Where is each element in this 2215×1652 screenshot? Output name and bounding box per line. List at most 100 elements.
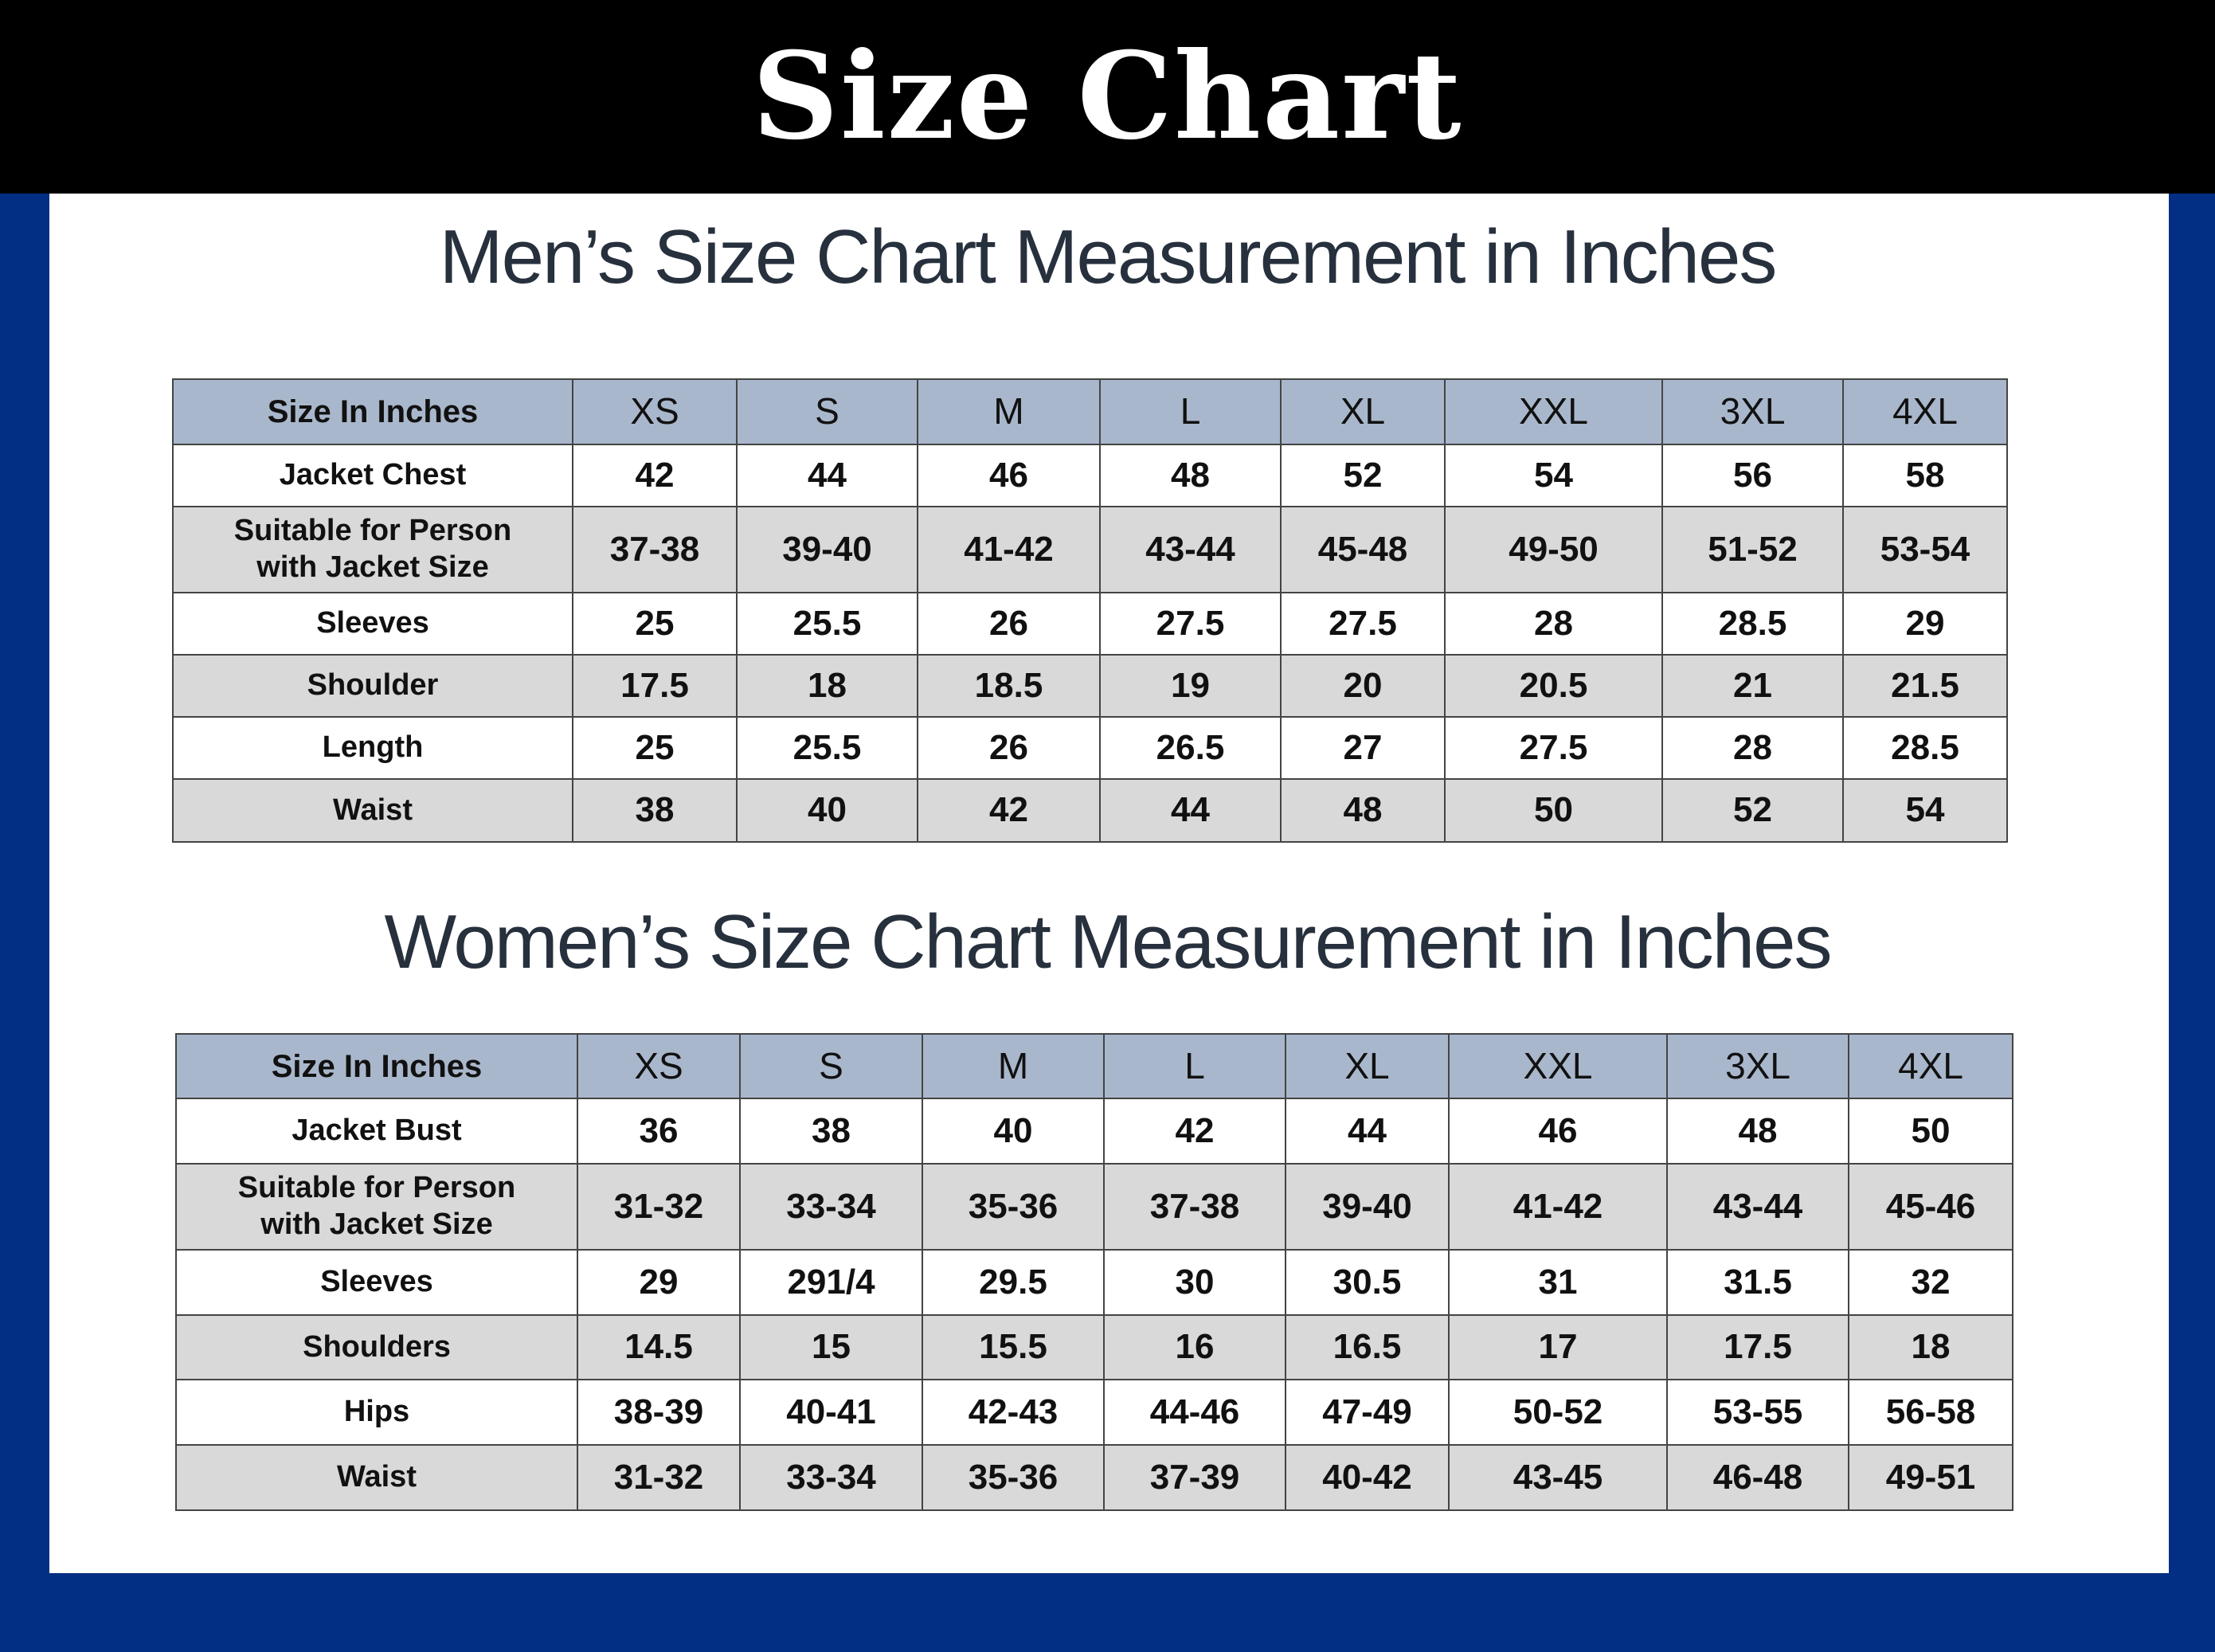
table-cell: 21.5 <box>1842 654 2008 718</box>
table-cell: 30.5 <box>1285 1249 1450 1316</box>
table-cell: 16.5 <box>1285 1314 1450 1380</box>
table-cell: 52 <box>1280 444 1446 507</box>
table-cell: 17 <box>1448 1314 1668 1380</box>
row-label: Shoulder <box>172 654 573 718</box>
row-label: Sleeves <box>175 1249 578 1316</box>
table-cell: 28.5 <box>1661 592 1844 656</box>
table-cell: 27 <box>1280 716 1446 780</box>
table-cell: 53-55 <box>1666 1379 1849 1446</box>
table-cell: 44 <box>1285 1098 1450 1165</box>
table-cell: 31.5 <box>1666 1249 1849 1316</box>
header-cell: L <box>1103 1033 1286 1099</box>
table-cell: 27.5 <box>1280 592 1446 656</box>
table-cell: 40 <box>922 1098 1105 1165</box>
table-cell: 43-44 <box>1666 1163 1849 1251</box>
header-cell: S <box>736 378 918 445</box>
table-cell: 42 <box>1103 1098 1286 1165</box>
header-cell: L <box>1099 378 1282 445</box>
table-cell: 43-44 <box>1099 506 1282 593</box>
row-label: Length <box>172 716 573 780</box>
table-cell: 29 <box>1842 592 2008 656</box>
header-cell: Size In Inches <box>172 378 573 445</box>
table-cell: 31-32 <box>577 1163 741 1251</box>
table-cell: 50-52 <box>1448 1379 1668 1446</box>
table-cell: 48 <box>1666 1098 1849 1165</box>
table-cell: 36 <box>577 1098 741 1165</box>
table-cell: 39-40 <box>1285 1163 1450 1251</box>
table-cell: 25.5 <box>736 592 918 656</box>
header-cell: XS <box>577 1033 741 1099</box>
table-cell: 54 <box>1444 444 1663 507</box>
table-cell: 40-42 <box>1285 1444 1450 1511</box>
table-cell: 49-50 <box>1444 506 1663 593</box>
table-cell: 27.5 <box>1099 592 1282 656</box>
table-cell: 17.5 <box>572 654 738 718</box>
table-cell: 47-49 <box>1285 1379 1450 1446</box>
table-cell: 17.5 <box>1666 1314 1849 1380</box>
table-cell: 48 <box>1280 778 1446 843</box>
table-cell: 54 <box>1842 778 2008 843</box>
table-cell: 16 <box>1103 1314 1286 1380</box>
row-label: Waist <box>172 778 573 843</box>
table-cell: 26 <box>917 592 1101 656</box>
table-cell: 14.5 <box>577 1314 741 1380</box>
row-label: Sleeves <box>172 592 573 656</box>
header-cell: 3XL <box>1661 378 1844 445</box>
table-cell: 46 <box>1448 1098 1668 1165</box>
header-cell: XXL <box>1444 378 1663 445</box>
header-cell: XXL <box>1448 1033 1668 1099</box>
table-cell: 56 <box>1661 444 1844 507</box>
header-cell: 3XL <box>1666 1033 1849 1099</box>
table-cell: 31-32 <box>577 1444 741 1511</box>
table-cell: 46 <box>917 444 1101 507</box>
table-cell: 44 <box>736 444 918 507</box>
table-cell: 18 <box>736 654 918 718</box>
page-title: Size Chart <box>752 26 1463 166</box>
table-cell: 27.5 <box>1444 716 1663 780</box>
table-cell: 29.5 <box>922 1249 1105 1316</box>
table-cell: 33-34 <box>739 1163 923 1251</box>
table-cell: 28 <box>1661 716 1844 780</box>
table-cell: 28.5 <box>1842 716 2008 780</box>
table-cell: 25 <box>572 716 738 780</box>
table-cell: 56-58 <box>1848 1379 2013 1446</box>
table-cell: 40-41 <box>739 1379 923 1446</box>
table-cell: 45-48 <box>1280 506 1446 593</box>
table-cell: 39-40 <box>736 506 918 593</box>
table-cell: 40 <box>736 778 918 843</box>
table-cell: 41-42 <box>917 506 1101 593</box>
header-cell: XL <box>1285 1033 1450 1099</box>
table-cell: 21 <box>1661 654 1844 718</box>
row-label: Waist <box>175 1444 578 1511</box>
table-cell: 53-54 <box>1842 506 2008 593</box>
header-cell: S <box>739 1033 923 1099</box>
table-cell: 58 <box>1842 444 2008 507</box>
table-cell: 18 <box>1848 1314 2013 1380</box>
header-cell: Size In Inches <box>175 1033 578 1099</box>
table-cell: 44-46 <box>1103 1379 1286 1446</box>
header-cell: 4XL <box>1848 1033 2013 1099</box>
table-cell: 38 <box>739 1098 923 1165</box>
table-cell: 20 <box>1280 654 1446 718</box>
header-cell: 4XL <box>1842 378 2008 445</box>
row-label: Jacket Bust <box>175 1098 578 1165</box>
table-cell: 26.5 <box>1099 716 1282 780</box>
table-cell: 20.5 <box>1444 654 1663 718</box>
header-cell: M <box>922 1033 1105 1099</box>
table-cell: 33-34 <box>739 1444 923 1511</box>
table-cell: 37-38 <box>572 506 738 593</box>
row-label: Hips <box>175 1379 578 1446</box>
table-cell: 48 <box>1099 444 1282 507</box>
table-cell: 15 <box>739 1314 923 1380</box>
table-cell: 37-38 <box>1103 1163 1286 1251</box>
row-label: Shoulders <box>175 1314 578 1380</box>
table-cell: 19 <box>1099 654 1282 718</box>
table-cell: 50 <box>1848 1098 2013 1165</box>
table-cell: 49-51 <box>1848 1444 2013 1511</box>
table-cell: 31 <box>1448 1249 1668 1316</box>
table-cell: 25.5 <box>736 716 918 780</box>
table-cell: 51-52 <box>1661 506 1844 593</box>
table-cell: 38-39 <box>577 1379 741 1446</box>
table-cell: 42 <box>917 778 1101 843</box>
table-cell: 41-42 <box>1448 1163 1668 1251</box>
